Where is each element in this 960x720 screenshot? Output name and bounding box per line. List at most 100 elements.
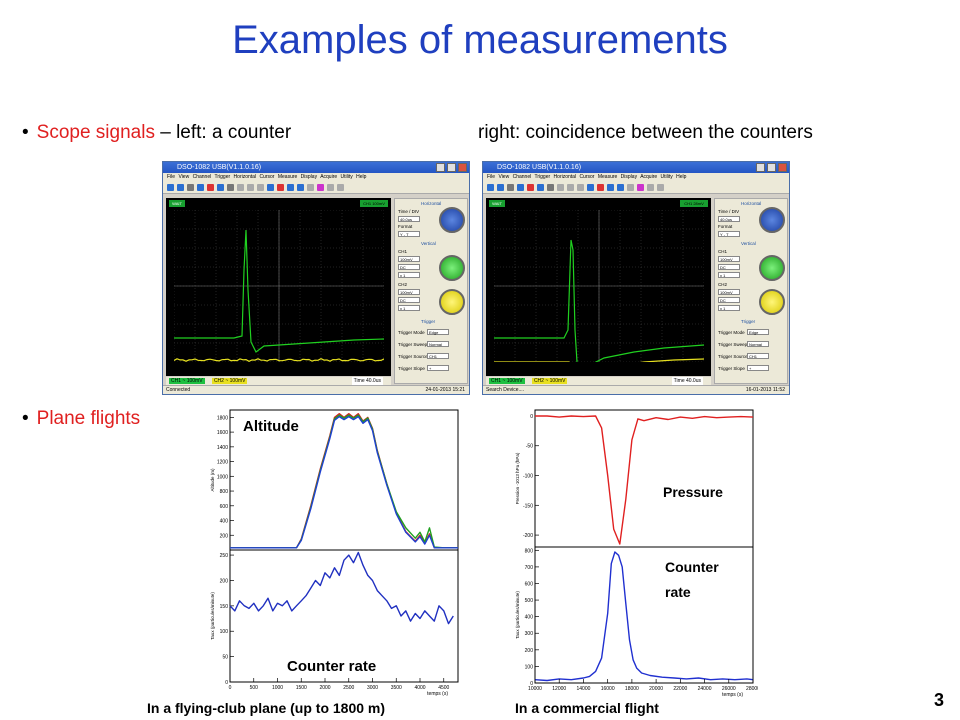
toolbar-button-icon[interactable] bbox=[327, 184, 334, 191]
ch1-checkbox[interactable]: CH1 bbox=[398, 249, 408, 254]
status-ch2: CH2 ~ 100mV bbox=[531, 378, 568, 384]
minimize-icon[interactable] bbox=[756, 163, 765, 172]
toolbar-button-icon[interactable] bbox=[267, 184, 274, 191]
toolbar-button-icon[interactable] bbox=[517, 184, 524, 191]
time-div-select[interactable]: 40.0us bbox=[398, 216, 420, 222]
toolbar-button-icon[interactable] bbox=[537, 184, 544, 191]
ch1-knob-icon[interactable] bbox=[759, 255, 785, 281]
scope-menubar[interactable]: File View Channel Trigger Horizontal Cur… bbox=[483, 173, 789, 182]
scope-control-panel: Horizontal Time / DIV 40.0us Format Y - … bbox=[394, 198, 468, 384]
right-rate-ytick-label: 200 bbox=[525, 648, 534, 654]
toolbar-button-icon[interactable] bbox=[287, 184, 294, 191]
ch1-volts-select[interactable]: 100mV bbox=[718, 256, 740, 262]
trigger-sweep-select[interactable]: Normal bbox=[747, 341, 769, 347]
toolbar-button-icon[interactable] bbox=[597, 184, 604, 191]
toolbar-button-icon[interactable] bbox=[647, 184, 654, 191]
ch1-trace bbox=[494, 239, 704, 362]
trigger-mode-select[interactable]: Edge bbox=[747, 329, 769, 335]
format-select[interactable]: Y - T bbox=[398, 231, 420, 237]
trigger-sweep-select[interactable]: Normal bbox=[427, 341, 449, 347]
ch2-knob-icon[interactable] bbox=[759, 289, 785, 315]
maximize-icon[interactable] bbox=[447, 163, 456, 172]
time-div-label: Time / DIV bbox=[718, 209, 740, 214]
scope-graticule bbox=[494, 210, 704, 362]
close-icon[interactable] bbox=[458, 163, 467, 172]
ch1-probe-select[interactable]: x 1 bbox=[398, 272, 420, 278]
ch2-checkbox[interactable]: CH2 bbox=[718, 282, 728, 287]
toolbar-button-icon[interactable] bbox=[617, 184, 624, 191]
ch1-knob-icon[interactable] bbox=[439, 255, 465, 281]
toolbar-button-icon[interactable] bbox=[497, 184, 504, 191]
format-select[interactable]: Y - T bbox=[718, 231, 740, 237]
ch2-probe-select[interactable]: x 1 bbox=[398, 305, 420, 311]
ch2-coupling-select[interactable]: DC bbox=[398, 297, 420, 303]
ch1-coupling-select[interactable]: DC bbox=[718, 264, 740, 270]
toolbar-button-icon[interactable] bbox=[487, 184, 494, 191]
toolbar-button-icon[interactable] bbox=[257, 184, 264, 191]
ch2-volts-select[interactable]: 100mV bbox=[398, 289, 420, 295]
ch2-probe-select[interactable]: x 1 bbox=[718, 305, 740, 311]
toolbar-button-icon[interactable] bbox=[197, 184, 204, 191]
label-counter-rate-right-1: Counter bbox=[665, 559, 719, 575]
toolbar-button-icon[interactable] bbox=[237, 184, 244, 191]
bullet-scope-right-caption: right: coincidence between the counters bbox=[478, 122, 813, 143]
scope-titlebar[interactable]: DSO-1082 USB(V1.1.0.16) bbox=[483, 162, 789, 173]
toolbar-button-icon[interactable] bbox=[627, 184, 634, 191]
horizontal-knob-icon[interactable] bbox=[759, 207, 785, 233]
horizontal-knob-icon[interactable] bbox=[439, 207, 465, 233]
time-div-select[interactable]: 40.0us bbox=[718, 216, 740, 222]
trigger-slope-select[interactable]: + bbox=[747, 365, 769, 371]
left-rate-ytick-label: 50 bbox=[222, 655, 228, 661]
toolbar-button-icon[interactable] bbox=[337, 184, 344, 191]
toolbar-button-icon[interactable] bbox=[507, 184, 514, 191]
scope-menubar[interactable]: File View Channel Trigger Horizontal Cur… bbox=[163, 173, 469, 182]
toolbar-button-icon[interactable] bbox=[297, 184, 304, 191]
toolbar-button-icon[interactable] bbox=[567, 184, 574, 191]
right-rate-ytick-label: 100 bbox=[525, 664, 534, 670]
toolbar-button-icon[interactable] bbox=[587, 184, 594, 191]
status-ch2: CH2 ~ 100mV bbox=[211, 378, 248, 384]
page-number: 3 bbox=[934, 690, 945, 710]
ch2-volts-select[interactable]: 100mV bbox=[718, 289, 740, 295]
minimize-icon[interactable] bbox=[436, 163, 445, 172]
ch2-knob-icon[interactable] bbox=[439, 289, 465, 315]
trigger-mode-select[interactable]: Edge bbox=[427, 329, 449, 335]
toolbar-button-icon[interactable] bbox=[277, 184, 284, 191]
toolbar-button-icon[interactable] bbox=[637, 184, 644, 191]
toolbar-button-icon[interactable] bbox=[657, 184, 664, 191]
scope-window-right: DSO-1082 USB(V1.1.0.16) File View Channe… bbox=[482, 161, 790, 395]
scope-titlebar[interactable]: DSO-1082 USB(V1.1.0.16) bbox=[163, 162, 469, 173]
ch1-probe-select[interactable]: x 1 bbox=[718, 272, 740, 278]
group-trigger: Trigger bbox=[741, 319, 756, 324]
toolbar-button-icon[interactable] bbox=[177, 184, 184, 191]
toolbar-button-icon[interactable] bbox=[547, 184, 554, 191]
toolbar-button-icon[interactable] bbox=[557, 184, 564, 191]
close-icon[interactable] bbox=[778, 163, 787, 172]
toolbar-button-icon[interactable] bbox=[577, 184, 584, 191]
toolbar-button-icon[interactable] bbox=[207, 184, 214, 191]
scope-screen: WAIT CH1 100mV bbox=[166, 198, 391, 376]
trigger-source-select[interactable]: CH1 bbox=[427, 353, 449, 359]
altitude-ytick-label: 1800 bbox=[217, 415, 228, 421]
toolbar-button-icon[interactable] bbox=[307, 184, 314, 191]
toolbar-button-icon[interactable] bbox=[187, 184, 194, 191]
trigger-source-select[interactable]: CH1 bbox=[747, 353, 769, 359]
toolbar-button-icon[interactable] bbox=[317, 184, 324, 191]
scope-toolbar[interactable] bbox=[163, 182, 469, 194]
toolbar-button-icon[interactable] bbox=[217, 184, 224, 191]
scope-toolbar[interactable] bbox=[483, 182, 789, 194]
maximize-icon[interactable] bbox=[767, 163, 776, 172]
ch1-coupling-select[interactable]: DC bbox=[398, 264, 420, 270]
scope-window-left: DSO-1082 USB(V1.1.0.16) File View Channe… bbox=[162, 161, 470, 395]
toolbar-button-icon[interactable] bbox=[607, 184, 614, 191]
toolbar-button-icon[interactable] bbox=[167, 184, 174, 191]
ch2-coupling-select[interactable]: DC bbox=[718, 297, 740, 303]
pressure-series-0 bbox=[535, 415, 754, 545]
ch2-checkbox[interactable]: CH2 bbox=[398, 282, 408, 287]
toolbar-button-icon[interactable] bbox=[247, 184, 254, 191]
ch1-checkbox[interactable]: CH1 bbox=[718, 249, 728, 254]
toolbar-button-icon[interactable] bbox=[527, 184, 534, 191]
toolbar-button-icon[interactable] bbox=[227, 184, 234, 191]
trigger-slope-select[interactable]: + bbox=[427, 365, 449, 371]
ch1-volts-select[interactable]: 100mV bbox=[398, 256, 420, 262]
